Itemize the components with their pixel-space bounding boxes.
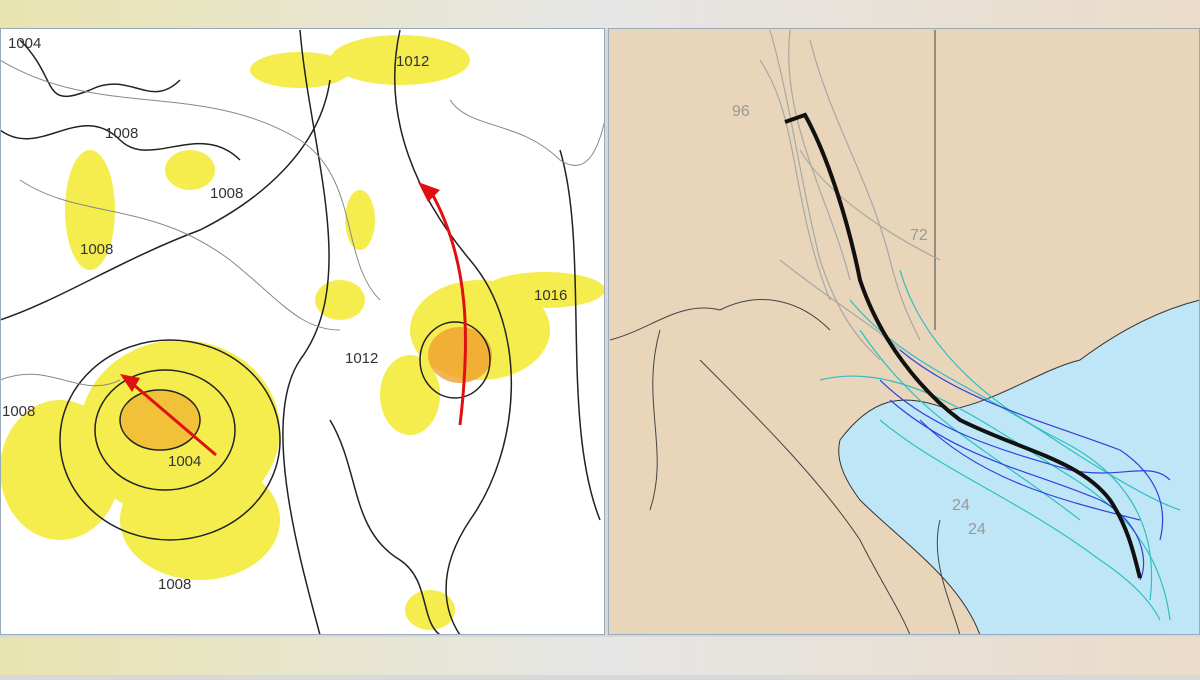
right-map: 96 72 24 24 (608, 28, 1200, 635)
track-label: 72 (910, 227, 928, 244)
isobar-label: 1016 (534, 287, 567, 304)
bottom-blur (0, 637, 1200, 675)
left-frame (0, 28, 605, 635)
isobar-label: 1004 (8, 35, 41, 52)
track-label: 96 (732, 103, 750, 120)
isobar-label: 1008 (158, 576, 191, 593)
mean-track (784, 112, 1142, 579)
isobar-label: 1008 (2, 403, 35, 420)
left-map: 1004 1012 1008 1008 1008 1016 1012 1008 … (0, 28, 605, 635)
track-label: 24 (952, 497, 970, 514)
isobar-label: 1012 (345, 350, 378, 367)
isobar-label: 1004 (168, 453, 201, 470)
isobar-label: 1008 (210, 185, 243, 202)
isobar-label: 1012 (396, 53, 429, 70)
isobar-label: 1008 (105, 125, 138, 142)
isobar-label: 1008 (80, 241, 113, 258)
top-blur (0, 0, 1200, 28)
track-label: 24 (968, 521, 986, 538)
